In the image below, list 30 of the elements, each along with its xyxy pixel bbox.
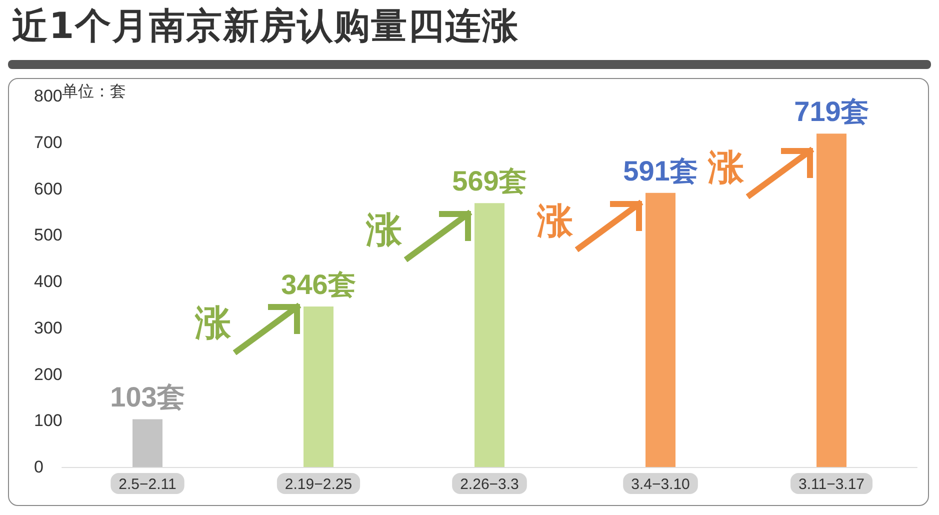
data-label: 591套 bbox=[623, 155, 698, 186]
x-tick-label: 2.19−2.25 bbox=[284, 476, 352, 493]
bar bbox=[474, 203, 504, 467]
annotation: 涨 bbox=[536, 200, 574, 241]
y-tick-label: 300 bbox=[34, 318, 62, 338]
annotation: 单位：套 bbox=[62, 82, 126, 100]
x-tick-label: 2.26−3.3 bbox=[460, 476, 519, 493]
x-tick-label: 3.4−3.10 bbox=[631, 476, 690, 493]
y-tick-label: 200 bbox=[34, 364, 62, 384]
bar bbox=[816, 134, 846, 467]
y-tick-label: 400 bbox=[34, 272, 62, 291]
y-tick-label: 700 bbox=[34, 132, 62, 152]
x-tick-label: 2.5−2.11 bbox=[118, 476, 176, 493]
data-label: 103套 bbox=[110, 382, 185, 413]
bar bbox=[304, 306, 334, 467]
y-tick-label: 800 bbox=[34, 86, 62, 106]
annotation: 涨 bbox=[194, 302, 232, 344]
annotation: 涨 bbox=[707, 146, 745, 188]
data-label: 719套 bbox=[794, 96, 869, 128]
data-label: 346套 bbox=[281, 269, 356, 300]
y-tick-label: 0 bbox=[34, 458, 44, 476]
bar bbox=[132, 419, 162, 467]
data-label: 569套 bbox=[452, 166, 527, 197]
y-tick-label: 600 bbox=[34, 179, 62, 198]
chart-title: 近1个月南京新房认购量四连涨 bbox=[12, 5, 520, 49]
y-tick-label: 100 bbox=[34, 411, 62, 430]
x-tick-label: 3.11−3.17 bbox=[798, 476, 865, 493]
bar bbox=[646, 192, 676, 467]
annotation: 涨 bbox=[365, 209, 403, 250]
y-tick-label: 500 bbox=[34, 226, 62, 245]
